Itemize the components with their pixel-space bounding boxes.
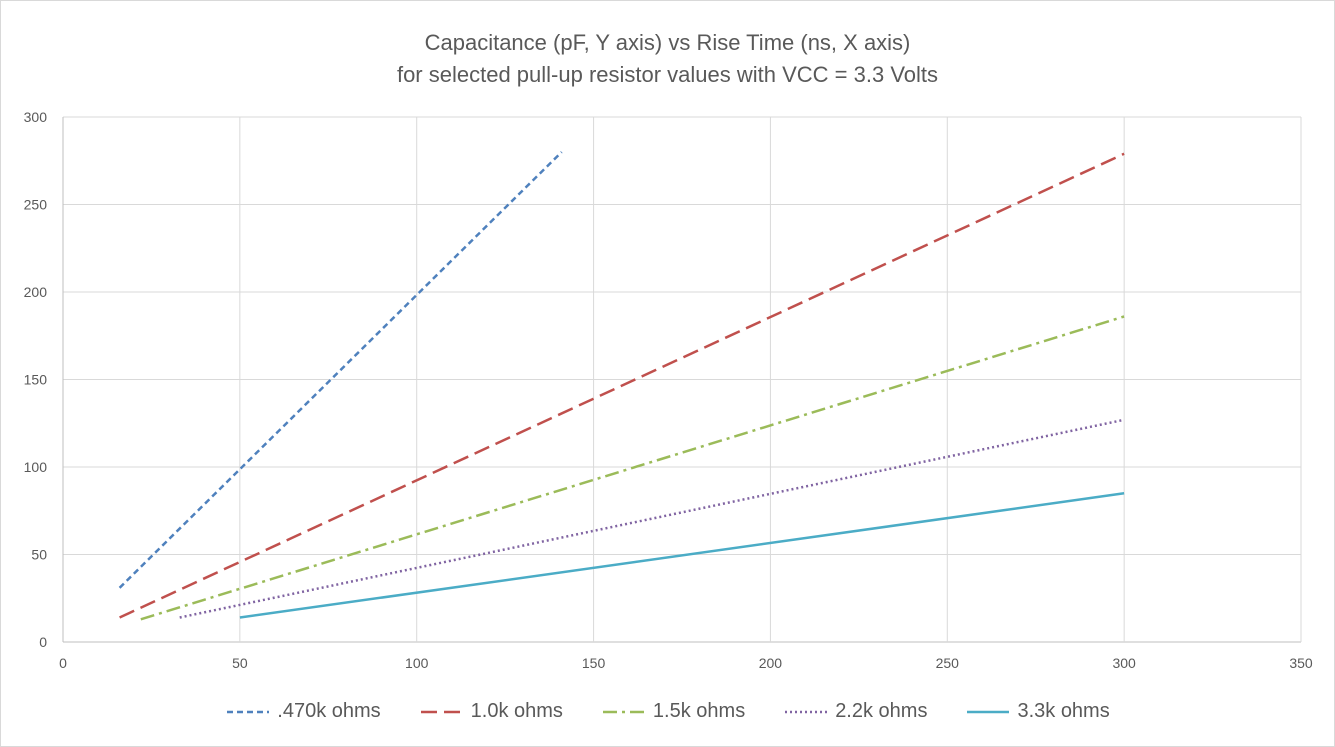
legend-label: .470k ohms <box>277 700 381 722</box>
chart-title: Capacitance (pF, Y axis) vs Rise Time (n… <box>424 30 911 55</box>
legend-label: 3.3k ohms <box>1017 700 1110 722</box>
x-tick-label: 250 <box>936 655 960 671</box>
y-tick-label: 250 <box>24 197 48 213</box>
legend-swatch <box>967 710 1010 713</box>
x-tick-labels: 0 50 100 150 200 250 300 350 <box>59 655 1313 671</box>
legend-item: 3.3k ohms <box>965 700 1110 723</box>
chart-subtitle: for selected pull-up resistor values wit… <box>396 62 939 87</box>
legend-item: 1.5k ohms <box>601 700 745 723</box>
legend-item: .470k ohms <box>225 700 381 723</box>
series-line-1 <box>119 152 1125 619</box>
series-line-4 <box>239 492 1125 619</box>
series-line-2 <box>140 315 1125 621</box>
y-tick-label: 150 <box>24 372 48 388</box>
legend-label: 2.2k ohms <box>835 700 928 722</box>
series-lines <box>118 151 1125 621</box>
series-line-3 <box>179 418 1125 619</box>
legend: .470k ohms 1.0k ohms 1.5k ohms 2.2k ohms 3.3… <box>0 700 1335 723</box>
legend-item: 2.2k ohms <box>783 700 927 723</box>
x-tick-label: 300 <box>1112 655 1136 671</box>
x-tick-label: 350 <box>1289 655 1313 671</box>
legend-swatch <box>602 710 645 713</box>
legend-swatch <box>420 710 463 713</box>
y-tick-label: 200 <box>24 284 48 300</box>
legend-label: 1.0k ohms <box>470 700 563 722</box>
series-line-0 <box>118 151 563 589</box>
legend-swatch <box>227 710 270 713</box>
x-tick-label: 100 <box>405 655 429 671</box>
y-tick-labels: 0 50 100 150 200 250 300 <box>24 109 48 650</box>
y-tick-label: 300 <box>24 109 48 125</box>
legend-item: 1.0k ohms <box>419 700 563 723</box>
y-tick-label: 0 <box>39 634 47 650</box>
y-tick-label: 50 <box>31 547 47 563</box>
x-tick-label: 50 <box>232 655 248 671</box>
legend-label: 1.5k ohms <box>652 700 746 722</box>
x-tick-label: 0 <box>59 655 67 671</box>
x-tick-label: 200 <box>759 655 783 671</box>
legend-swatch <box>785 710 828 713</box>
y-tick-label: 100 <box>24 459 48 475</box>
gridlines <box>62 116 1302 643</box>
x-tick-label: 150 <box>582 655 606 671</box>
